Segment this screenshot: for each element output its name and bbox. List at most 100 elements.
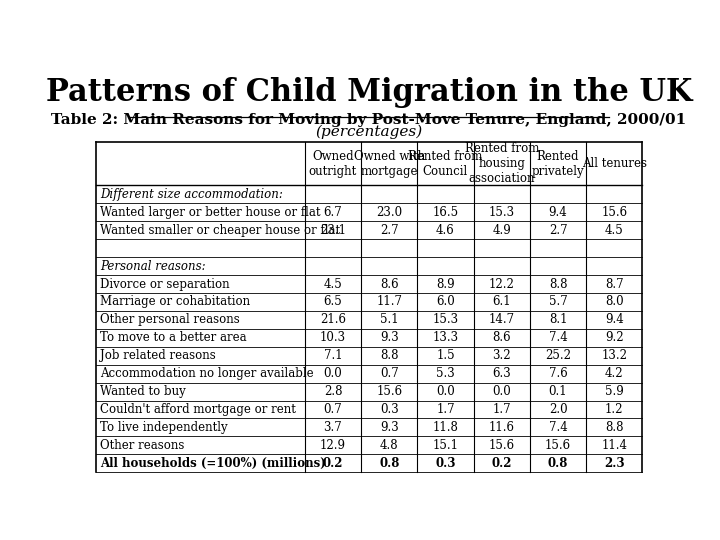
Text: 9.4: 9.4 <box>549 206 567 219</box>
Text: Owned with
mortgage: Owned with mortgage <box>354 150 425 178</box>
Text: 8.6: 8.6 <box>492 332 511 345</box>
Text: 15.1: 15.1 <box>433 439 459 452</box>
Text: 15.3: 15.3 <box>489 206 515 219</box>
Text: 0.7: 0.7 <box>323 403 342 416</box>
Text: 8.6: 8.6 <box>380 278 399 291</box>
Text: 16.5: 16.5 <box>433 206 459 219</box>
Text: Table 2: Main Reasons for Moving by Post-Move Tenure, England, 2000/01: Table 2: Main Reasons for Moving by Post… <box>51 113 687 126</box>
Text: 1.2: 1.2 <box>605 403 624 416</box>
Text: Accommodation no longer available: Accommodation no longer available <box>100 367 314 380</box>
Text: 0.0: 0.0 <box>492 385 511 398</box>
Text: 0.2: 0.2 <box>492 457 512 470</box>
Text: 15.6: 15.6 <box>545 439 571 452</box>
Text: 4.6: 4.6 <box>436 224 455 237</box>
Text: Other reasons: Other reasons <box>100 439 184 452</box>
Text: 8.8: 8.8 <box>380 349 398 362</box>
Text: 11.6: 11.6 <box>489 421 515 434</box>
Text: Job related reasons: Job related reasons <box>100 349 216 362</box>
Text: 11.7: 11.7 <box>377 295 402 308</box>
Text: 8.7: 8.7 <box>605 278 624 291</box>
Text: 3.7: 3.7 <box>323 421 342 434</box>
Text: 23.1: 23.1 <box>320 224 346 237</box>
Text: To move to a better area: To move to a better area <box>100 332 247 345</box>
Text: 0.7: 0.7 <box>380 367 399 380</box>
Text: 11.4: 11.4 <box>601 439 627 452</box>
Text: 6.3: 6.3 <box>492 367 511 380</box>
Text: Marriage or cohabitation: Marriage or cohabitation <box>100 295 250 308</box>
Text: Wanted to buy: Wanted to buy <box>100 385 186 398</box>
Text: 3.2: 3.2 <box>492 349 511 362</box>
Text: 8.9: 8.9 <box>436 278 455 291</box>
Text: 11.8: 11.8 <box>433 421 459 434</box>
Text: All households (=100%) (millions): All households (=100%) (millions) <box>100 457 325 470</box>
Text: 9.2: 9.2 <box>605 332 624 345</box>
Text: 7.4: 7.4 <box>549 421 567 434</box>
Text: 0.1: 0.1 <box>549 385 567 398</box>
Text: 4.8: 4.8 <box>380 439 399 452</box>
Text: Rented from
Council: Rented from Council <box>408 150 482 178</box>
Text: 8.1: 8.1 <box>549 313 567 326</box>
Text: 2.7: 2.7 <box>380 224 399 237</box>
Text: 6.5: 6.5 <box>323 295 342 308</box>
Text: Wanted larger or better house or flat: Wanted larger or better house or flat <box>100 206 320 219</box>
Text: 0.0: 0.0 <box>436 385 455 398</box>
Text: To live independently: To live independently <box>100 421 228 434</box>
Text: 0.0: 0.0 <box>323 367 342 380</box>
Text: Other personal reasons: Other personal reasons <box>100 313 240 326</box>
Text: 5.7: 5.7 <box>549 295 567 308</box>
Text: 10.3: 10.3 <box>320 332 346 345</box>
Text: Different size accommodation:: Different size accommodation: <box>100 188 283 201</box>
Text: Owned
outright: Owned outright <box>309 150 357 178</box>
Text: 2.7: 2.7 <box>549 224 567 237</box>
Text: 4.2: 4.2 <box>605 367 624 380</box>
Text: 9.3: 9.3 <box>380 421 399 434</box>
Text: 4.9: 4.9 <box>492 224 511 237</box>
Text: 2.8: 2.8 <box>324 385 342 398</box>
Text: 1.7: 1.7 <box>436 403 455 416</box>
Text: Patterns of Child Migration in the UK: Patterns of Child Migration in the UK <box>46 77 692 109</box>
Text: 6.1: 6.1 <box>492 295 511 308</box>
Text: 0.8: 0.8 <box>548 457 568 470</box>
Text: 12.9: 12.9 <box>320 439 346 452</box>
Text: Rented
privately: Rented privately <box>531 150 585 178</box>
Text: 0.3: 0.3 <box>380 403 399 416</box>
Text: 9.3: 9.3 <box>380 332 399 345</box>
Text: 12.2: 12.2 <box>489 278 515 291</box>
Text: Divorce or separation: Divorce or separation <box>100 278 230 291</box>
Text: 0.2: 0.2 <box>323 457 343 470</box>
Text: All tenures: All tenures <box>582 157 647 170</box>
Text: 7.4: 7.4 <box>549 332 567 345</box>
Text: 5.1: 5.1 <box>380 313 399 326</box>
Text: 2.0: 2.0 <box>549 403 567 416</box>
Text: Personal reasons:: Personal reasons: <box>100 260 206 273</box>
Text: Couldn't afford mortgage or rent: Couldn't afford mortgage or rent <box>100 403 296 416</box>
Text: 23.0: 23.0 <box>376 206 402 219</box>
Text: Rented from
housing
association: Rented from housing association <box>464 142 539 185</box>
Text: 1.5: 1.5 <box>436 349 455 362</box>
Text: 6.7: 6.7 <box>323 206 342 219</box>
Text: 21.6: 21.6 <box>320 313 346 326</box>
Text: 4.5: 4.5 <box>323 278 342 291</box>
Text: 0.8: 0.8 <box>379 457 400 470</box>
Text: 7.1: 7.1 <box>324 349 342 362</box>
Text: 15.6: 15.6 <box>376 385 402 398</box>
Text: 7.6: 7.6 <box>549 367 567 380</box>
Text: 5.3: 5.3 <box>436 367 455 380</box>
Text: 5.9: 5.9 <box>605 385 624 398</box>
Text: 6.0: 6.0 <box>436 295 455 308</box>
Text: (percentages): (percentages) <box>315 125 423 139</box>
Text: 15.3: 15.3 <box>433 313 459 326</box>
Text: 9.4: 9.4 <box>605 313 624 326</box>
Text: 8.8: 8.8 <box>605 421 624 434</box>
Text: 8.8: 8.8 <box>549 278 567 291</box>
Text: 13.3: 13.3 <box>433 332 459 345</box>
Text: 1.7: 1.7 <box>492 403 511 416</box>
Text: 4.5: 4.5 <box>605 224 624 237</box>
Text: 2.3: 2.3 <box>604 457 625 470</box>
Text: 15.6: 15.6 <box>489 439 515 452</box>
Text: 13.2: 13.2 <box>601 349 627 362</box>
Text: 25.2: 25.2 <box>545 349 571 362</box>
Text: 14.7: 14.7 <box>489 313 515 326</box>
Text: 8.0: 8.0 <box>605 295 624 308</box>
Text: 15.6: 15.6 <box>601 206 627 219</box>
